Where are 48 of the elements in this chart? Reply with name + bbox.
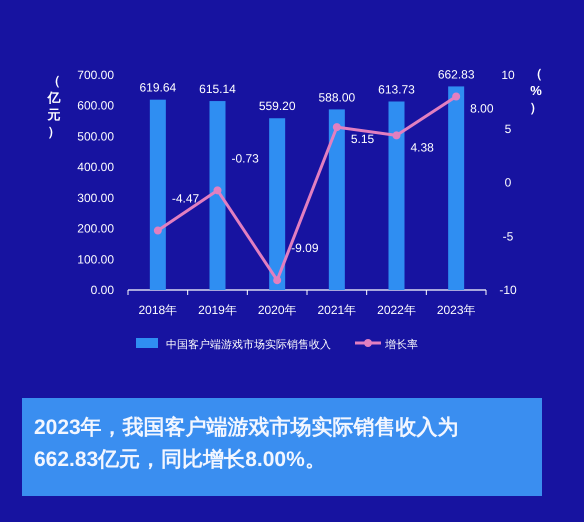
data-label: 588.00 <box>318 90 356 104</box>
y2-tick-label: 5 <box>504 122 512 136</box>
x-tick-label: 2020年 <box>258 303 297 317</box>
x-tick-label: 2021年 <box>317 303 356 317</box>
bar <box>210 101 226 290</box>
point <box>332 123 341 132</box>
y-tick-label: 700.00 <box>77 68 114 82</box>
data-label: 5.15 <box>350 132 375 146</box>
y-tick-label: 300.00 <box>77 190 114 205</box>
y2-tick-label: 0 <box>504 176 512 190</box>
point <box>452 92 460 100</box>
data-label: -0.73 <box>232 151 260 166</box>
data-label: 662.83 <box>438 67 475 82</box>
data-label: 613.73 <box>378 82 416 96</box>
y-axis-title: （亿元） <box>46 73 62 139</box>
y-tick-label: 500.00 <box>77 129 114 144</box>
y2-tick-label: 10 <box>501 68 515 82</box>
y2-axis-title: （%） <box>530 66 542 115</box>
y-tick-label: 100.00 <box>77 252 114 266</box>
bar <box>328 109 345 290</box>
x-tick-label: 2019年 <box>198 303 237 317</box>
x-tick-label: 2023年 <box>436 303 476 317</box>
data-label: 619.64 <box>139 80 177 95</box>
data-label: 4.38 <box>410 140 434 154</box>
x-tick-label: 2018年 <box>138 303 178 317</box>
bar <box>448 86 464 290</box>
point <box>392 131 400 140</box>
data-label: 615.14 <box>199 82 236 96</box>
data-label: 559.20 <box>258 99 296 114</box>
y-tick-label: 400.00 <box>77 160 114 174</box>
y2-tick-label: -5 <box>502 229 514 244</box>
y-tick-label: 600.00 <box>77 98 114 113</box>
y2-tick-label: -10 <box>499 283 517 297</box>
data-label: 8.00 <box>470 102 494 116</box>
y-tick-label: 200.00 <box>77 222 114 236</box>
x-tick-label: 2022年 <box>377 303 416 317</box>
bar <box>150 100 166 290</box>
data-label: -4.47 <box>172 192 200 206</box>
bar <box>388 101 404 290</box>
point <box>214 186 222 194</box>
point <box>154 226 162 235</box>
text: 2023年，我国客户端游戏市场实际销售收入为662.83亿元，同比增长8.00%。 <box>22 398 542 496</box>
data-label: -9.09 <box>291 241 319 256</box>
bar <box>269 118 286 290</box>
legend-label: 中国客户端游戏市场实际销售收入 <box>166 338 331 351</box>
y-tick-label: 0.00 <box>90 283 114 297</box>
point <box>273 276 282 284</box>
legend-label: 增长率 <box>384 338 418 351</box>
